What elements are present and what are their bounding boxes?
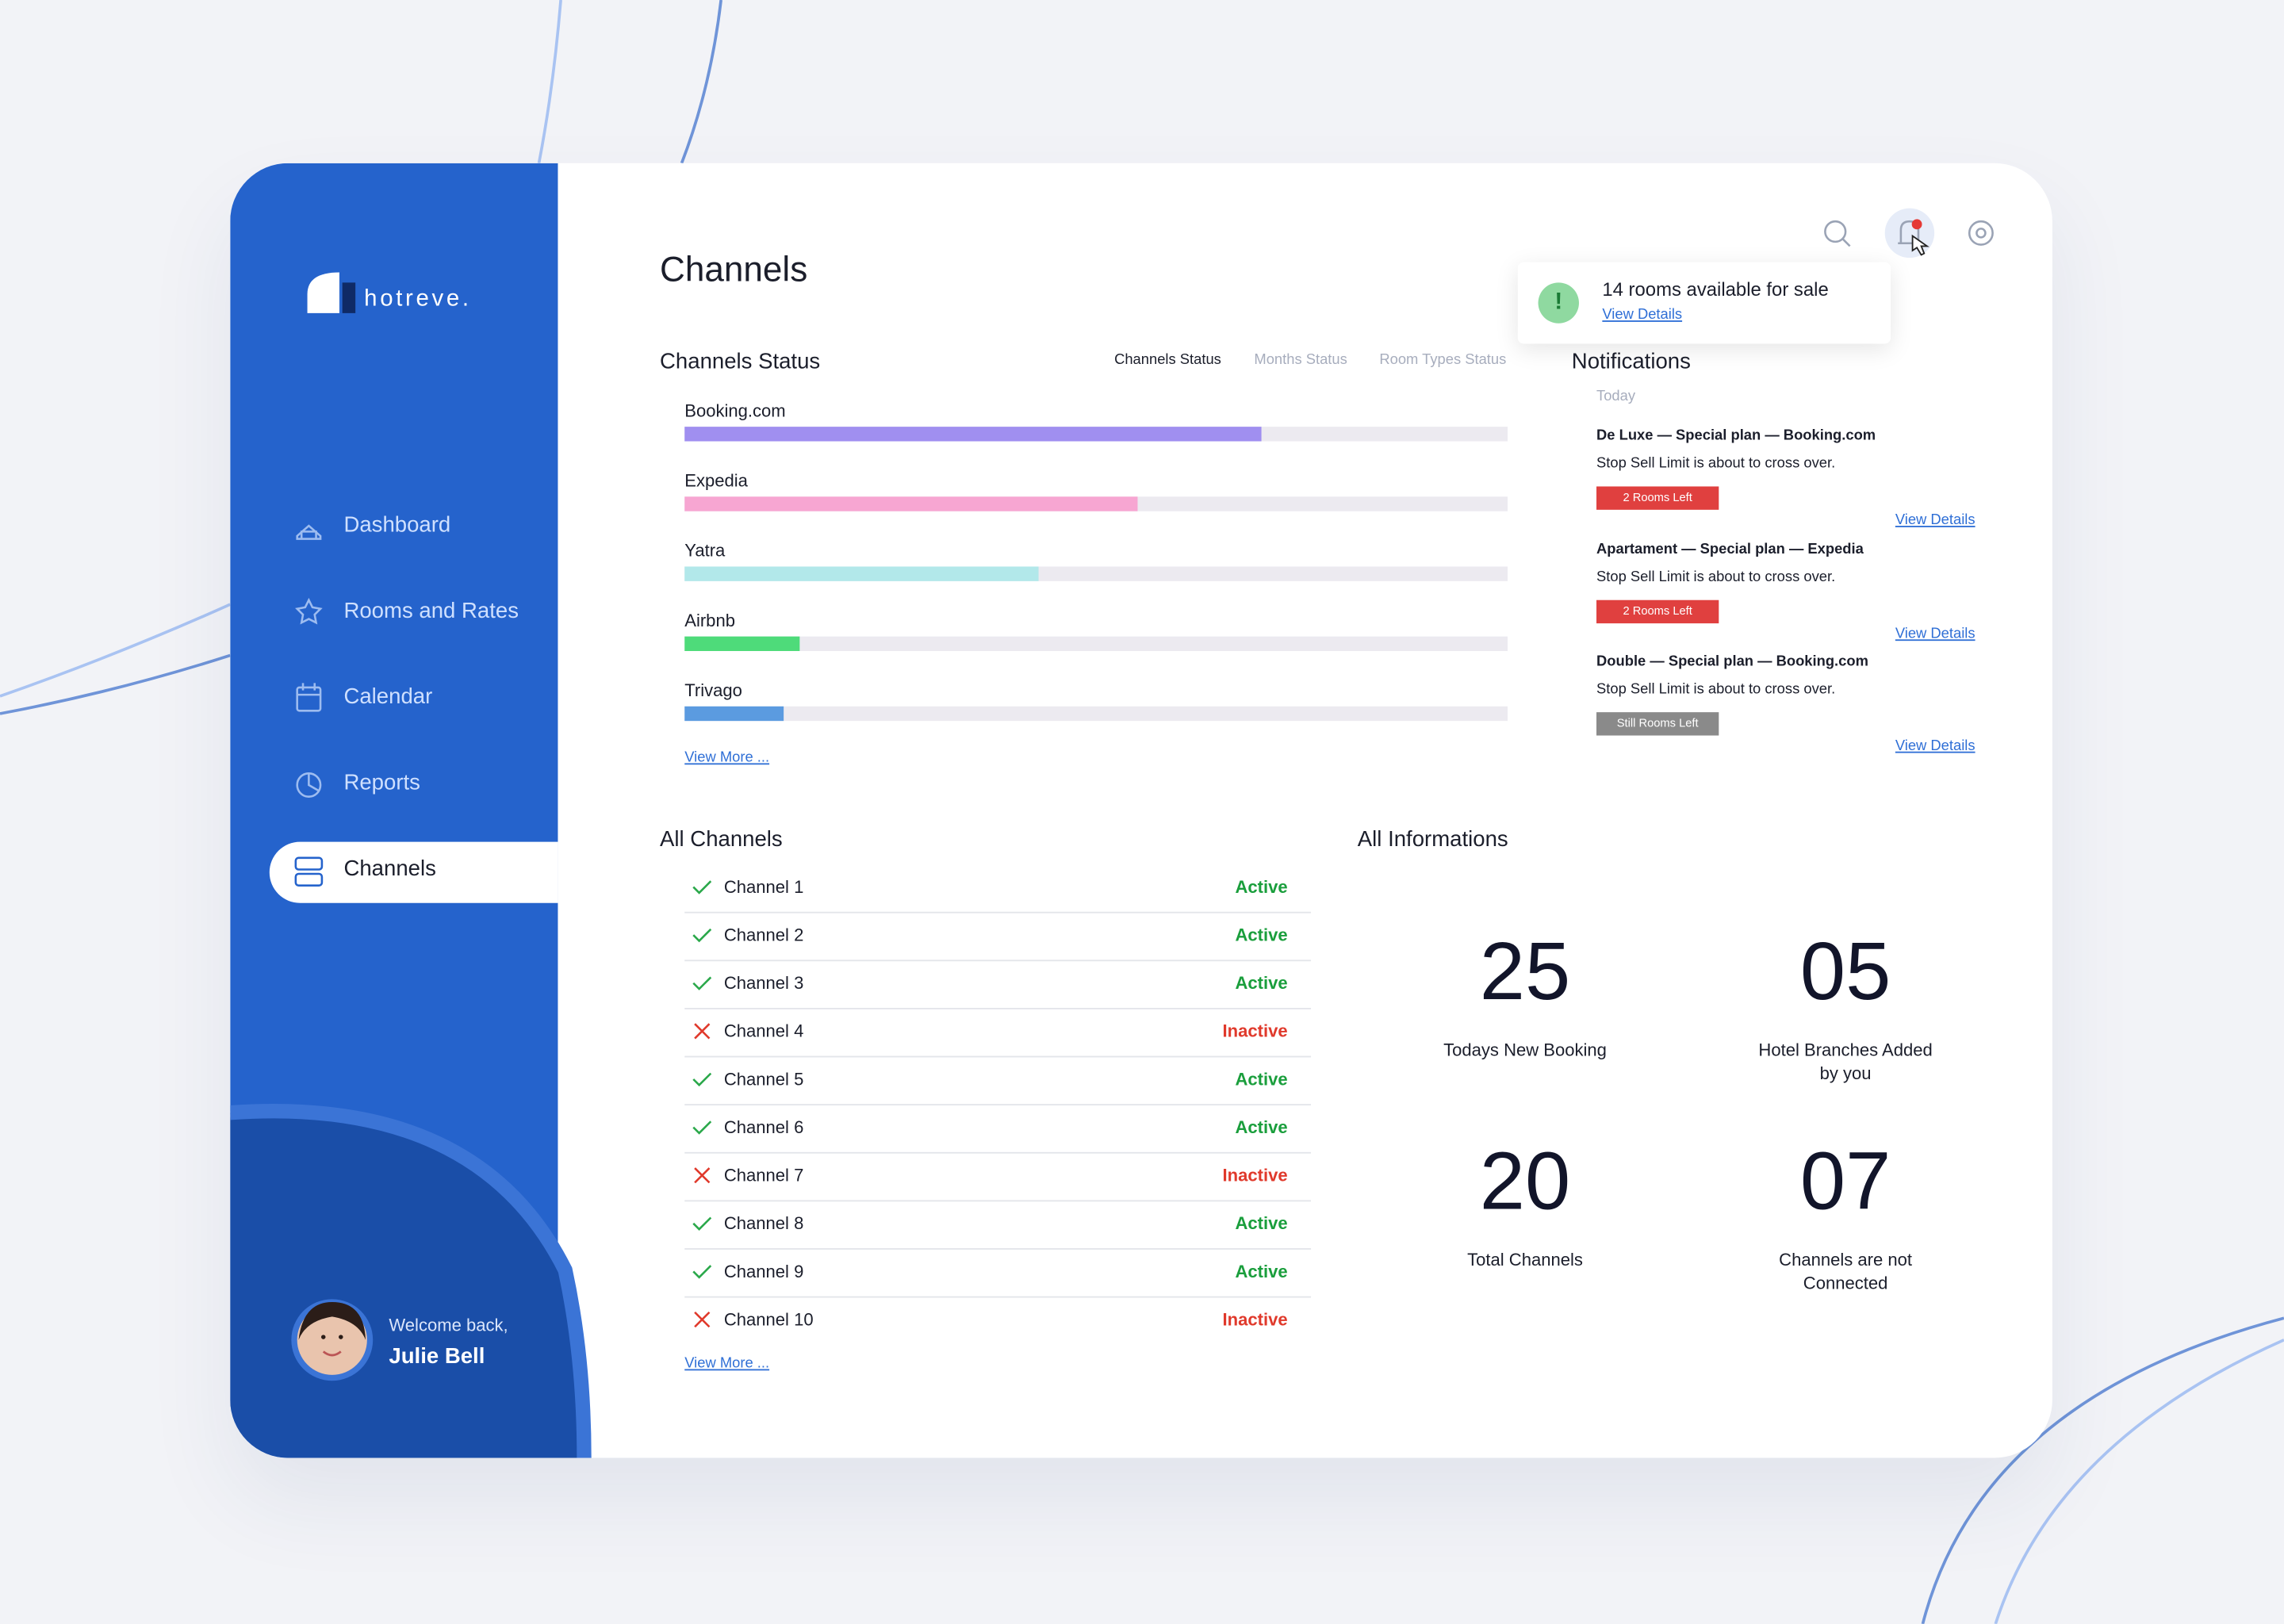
section-title: Channels Status (660, 349, 821, 375)
channel-status: Active (1235, 876, 1288, 898)
nav-item[interactable]: Calendar (343, 684, 433, 710)
check-icon (692, 1120, 712, 1135)
channel-name: Channel 5 (723, 1069, 804, 1090)
section-title: All Informations (1357, 827, 1508, 852)
channel-status: Active (1235, 925, 1288, 946)
tab[interactable]: Channels Status (1114, 352, 1221, 369)
tab[interactable]: Room Types Status (1379, 352, 1507, 369)
bar-track (684, 636, 1508, 652)
user-greeting: Welcome back, (389, 1315, 508, 1336)
row-divider (684, 959, 1312, 962)
day: Today (1596, 389, 1636, 405)
app-window: hotreve. Welcome back, Julie Bell Channe… (230, 163, 2052, 1458)
notification-title: De Luxe — Special plan — Booking.com (1596, 427, 1876, 445)
channel-name: Channel 10 (723, 1309, 814, 1330)
channel-name: Channel 9 (723, 1261, 804, 1282)
stat-label: Hotel Branches Added by you (1758, 1040, 1933, 1084)
toast-link[interactable]: View Details (1602, 307, 1683, 324)
channel-name: Channel 4 (723, 1021, 804, 1042)
channel-status: Active (1235, 1212, 1288, 1234)
toast: ! 14 rooms available for sale View Detai… (1517, 262, 1891, 344)
toast-icon: ! (1538, 282, 1579, 324)
notification-title: Apartament — Special plan — Expedia (1596, 541, 1864, 557)
notification-text: Stop Sell Limit is about to cross over. (1596, 569, 1836, 585)
user-name: Julie Bell (389, 1344, 485, 1369)
section-title: All Channels (660, 827, 783, 852)
channel-status: Active (1235, 1261, 1288, 1282)
channel-status: Active (1235, 1069, 1288, 1090)
bar-track (684, 706, 1508, 722)
section-title: Notifications (1571, 349, 1691, 375)
page-title: Channels (660, 250, 808, 290)
channel-name: Channel 1 (723, 876, 804, 898)
row-divider (684, 1151, 1312, 1154)
channel-status: Inactive (1222, 1165, 1288, 1186)
check-icon (692, 928, 712, 943)
notification-link[interactable]: View Details (1895, 512, 1976, 529)
channel-name: Channel 3 (723, 972, 804, 994)
row-divider (684, 1296, 1312, 1298)
cross-icon (694, 1167, 711, 1184)
bar (684, 566, 1039, 581)
stat-value: 07 (1799, 1134, 1891, 1227)
bar (684, 706, 784, 722)
notification-link[interactable]: View Details (1895, 625, 1976, 642)
check-icon (692, 1072, 712, 1087)
nav-item[interactable]: Rooms and Rates (343, 598, 519, 624)
sidebar (230, 163, 592, 1458)
badge: Still Rooms Left (1596, 712, 1719, 736)
notification-title: Double — Special plan — Booking.com (1596, 653, 1868, 670)
stat-value: 25 (1479, 925, 1571, 1017)
bar-label: Yatra (684, 540, 726, 561)
bar (684, 636, 800, 652)
row-divider (684, 1200, 1312, 1202)
cross-icon (694, 1311, 711, 1328)
tab[interactable]: Months Status (1254, 352, 1347, 369)
bar-label: Trivago (684, 680, 742, 701)
row-divider (684, 1104, 1312, 1106)
channel-status: Active (1235, 972, 1288, 994)
notification-text: Stop Sell Limit is about to cross over. (1596, 681, 1836, 698)
nav-item[interactable]: Channels (343, 856, 436, 882)
check-icon (692, 1265, 712, 1279)
channel-name: Channel 8 (723, 1212, 804, 1234)
channel-name: Channel 7 (723, 1165, 804, 1186)
view-more[interactable]: View More ... (684, 749, 770, 767)
cross-icon (694, 1023, 711, 1040)
channel-status: Active (1235, 1116, 1288, 1138)
bar (684, 427, 1261, 442)
stat-label: Channels are not Connected (1779, 1249, 1913, 1293)
nav-item[interactable]: Reports (343, 770, 420, 795)
row-divider (684, 911, 1312, 914)
check-icon (692, 880, 712, 894)
channel-name: Channel 2 (723, 925, 804, 946)
view-more[interactable]: View More ... (684, 1355, 770, 1373)
channel-status: Inactive (1222, 1021, 1288, 1042)
row-divider (684, 1248, 1312, 1250)
stat-label: Todays New Booking (1443, 1040, 1607, 1061)
stat-value: 05 (1799, 925, 1891, 1017)
bar (684, 496, 1138, 511)
bar-label: Airbnb (684, 610, 735, 631)
notification-text: Stop Sell Limit is about to cross over. (1596, 455, 1836, 473)
brand: hotreve. (364, 286, 472, 312)
check-icon (692, 1216, 712, 1231)
row-divider (684, 1055, 1312, 1058)
badge: 2 Rooms Left (1596, 486, 1719, 510)
bar-label: Expedia (684, 470, 748, 491)
stat-label: Total Channels (1467, 1249, 1583, 1270)
check-icon (692, 976, 712, 990)
toast-message: 14 rooms available for sale (1602, 278, 1829, 301)
channel-name: Channel 6 (723, 1116, 804, 1138)
stat-value: 20 (1479, 1134, 1571, 1227)
bar-label: Booking.com (684, 400, 786, 421)
notification-link[interactable]: View Details (1895, 738, 1976, 755)
nav-item[interactable]: Dashboard (343, 512, 451, 538)
channel-status: Inactive (1222, 1309, 1288, 1330)
row-divider (684, 1007, 1312, 1009)
badge: 2 Rooms Left (1596, 599, 1719, 623)
